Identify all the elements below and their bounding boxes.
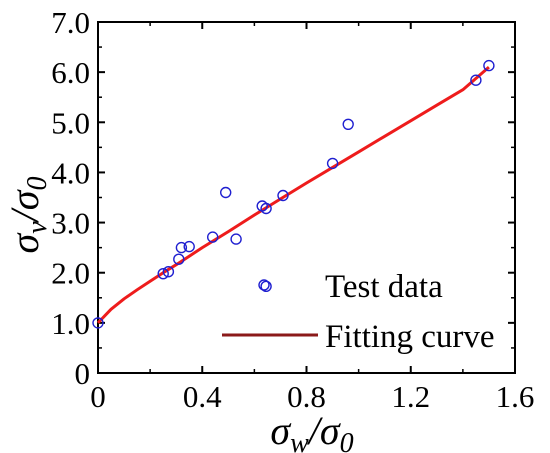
y-tick-label: 5.0 — [51, 105, 90, 140]
series-layer — [92, 59, 495, 329]
legend-label-fitting-curve: Fitting curve — [325, 319, 495, 355]
axis-ticks — [97, 21, 516, 374]
test-data-point — [173, 253, 185, 265]
legend-label-test-data: Test data — [325, 269, 443, 305]
test-data-point — [470, 74, 482, 86]
test-data-point — [92, 317, 104, 329]
test-data-point — [162, 266, 175, 278]
test-data-point — [260, 202, 272, 215]
test-data-point — [483, 59, 495, 72]
y-axis-label: σv/σ0 — [2, 176, 53, 253]
test-data-point — [326, 157, 339, 170]
test-data-point — [183, 240, 195, 253]
test-data-point — [277, 189, 289, 202]
x-tick-label: 1.2 — [391, 379, 430, 414]
x-axis-label: σw/σ0 — [270, 408, 353, 453]
y-tick-label: 6.0 — [51, 55, 90, 90]
test-data-point — [206, 231, 219, 243]
test-data-point — [219, 186, 232, 199]
fitting-curve-line — [96, 65, 490, 324]
y-tick-label: 4.0 — [51, 155, 90, 190]
y-tick-label: 2.0 — [51, 256, 90, 291]
tick-labels: 0 0.4 0.8 1.2 1.6 0 1.0 2.0 3.0 4.0 5.0 6.0 7.0 — [51, 5, 534, 414]
x-tick-label: 0 — [90, 379, 106, 414]
x-tick-label: 0.8 — [287, 379, 326, 414]
y-tick-label: 1.0 — [51, 306, 90, 341]
x-tick-label: 0.4 — [183, 379, 222, 414]
y-tick-label: 0 — [75, 356, 91, 391]
legend: Test data Fitting curve — [222, 269, 495, 355]
legend-marker-test-data — [258, 279, 270, 291]
test-data-point — [342, 118, 354, 131]
test-data-point — [157, 268, 169, 280]
y-tick-label: 3.0 — [51, 206, 90, 241]
y-tick-label: 7.0 — [51, 5, 90, 40]
x-tick-label: 1.6 — [496, 379, 535, 414]
test-data-point — [230, 233, 242, 245]
test-data-point — [175, 241, 188, 254]
test-data-point — [260, 280, 272, 292]
